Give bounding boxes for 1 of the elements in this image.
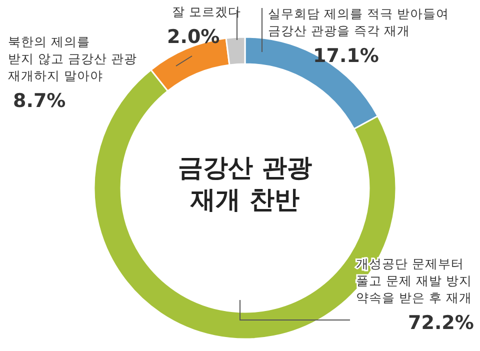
- text: 금강산 관광 재개 찬반: [178, 153, 312, 214]
